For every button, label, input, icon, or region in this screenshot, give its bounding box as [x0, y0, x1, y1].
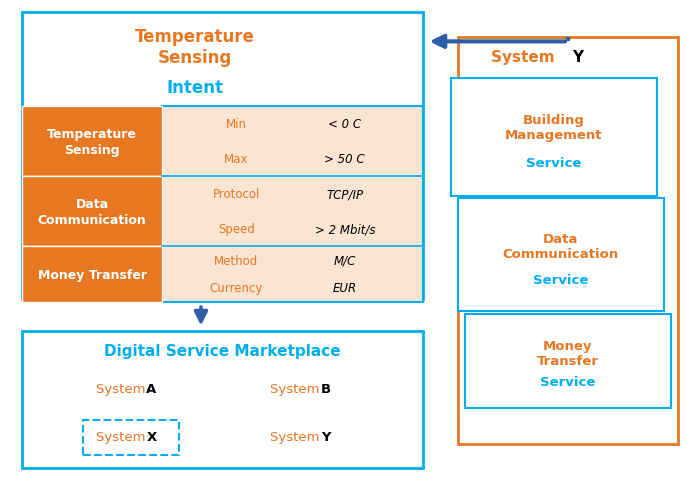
Text: > 50 C: > 50 C	[325, 153, 365, 166]
Text: > 2 Mbit/s: > 2 Mbit/s	[314, 223, 375, 236]
Text: Digital Service Marketplace: Digital Service Marketplace	[104, 343, 341, 358]
Text: Service: Service	[533, 273, 589, 287]
FancyBboxPatch shape	[22, 14, 423, 300]
FancyBboxPatch shape	[458, 199, 664, 312]
FancyBboxPatch shape	[22, 107, 162, 177]
Text: Max: Max	[224, 153, 248, 166]
Text: M/C: M/C	[334, 254, 356, 267]
FancyBboxPatch shape	[451, 78, 657, 197]
Text: Building
Management: Building Management	[505, 114, 603, 142]
Text: Temperature
Sensing: Temperature Sensing	[47, 128, 137, 157]
FancyBboxPatch shape	[162, 107, 424, 302]
Text: A: A	[146, 382, 157, 395]
Text: Data
Communication: Data Communication	[503, 232, 619, 260]
FancyBboxPatch shape	[458, 37, 678, 444]
Text: Service: Service	[540, 375, 596, 388]
Text: System: System	[95, 382, 149, 395]
Text: Y: Y	[321, 430, 330, 443]
Text: Min: Min	[226, 118, 247, 131]
Text: System: System	[95, 430, 149, 443]
Text: Method: Method	[214, 254, 258, 267]
Text: Protocol: Protocol	[213, 188, 260, 201]
Text: Intent: Intent	[166, 78, 223, 96]
Text: System: System	[270, 382, 323, 395]
Text: Money
Transfer: Money Transfer	[537, 340, 599, 367]
Text: Currency: Currency	[209, 282, 263, 295]
Text: Money Transfer: Money Transfer	[38, 268, 146, 281]
Text: Temperature
Sensing: Temperature Sensing	[135, 28, 255, 67]
FancyBboxPatch shape	[22, 247, 162, 302]
Text: Speed: Speed	[218, 223, 255, 236]
Text: TCP/IP: TCP/IP	[326, 188, 363, 201]
Text: < 0 C: < 0 C	[328, 118, 361, 131]
Text: Y: Y	[572, 49, 583, 64]
FancyBboxPatch shape	[22, 331, 423, 468]
Text: X: X	[146, 430, 157, 443]
Text: Data
Communication: Data Communication	[38, 197, 146, 227]
Text: System: System	[270, 430, 323, 443]
Text: Service: Service	[526, 157, 582, 170]
Text: B: B	[321, 382, 331, 395]
FancyBboxPatch shape	[22, 177, 162, 247]
Text: System: System	[491, 49, 559, 64]
Text: EUR: EUR	[332, 282, 357, 295]
FancyBboxPatch shape	[465, 314, 671, 408]
